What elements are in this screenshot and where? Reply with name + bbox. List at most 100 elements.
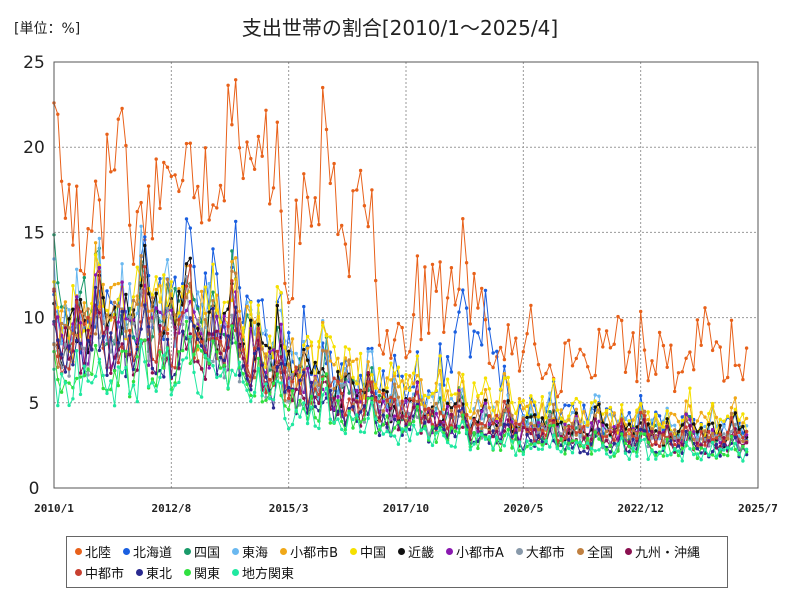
data-point [608,423,613,427]
data-point [457,310,461,314]
data-point [688,350,692,354]
data-point [207,281,211,286]
data-point [582,353,586,357]
data-point [275,285,279,289]
data-point [555,446,560,451]
legend-item: 中都市 [75,562,124,583]
data-point [165,165,170,169]
data-point [377,366,382,371]
data-point [639,438,643,442]
data-point [139,289,143,293]
data-point [612,342,616,346]
data-point [525,439,529,443]
data-point [188,226,192,230]
data-point [271,186,276,190]
data-point [146,384,151,389]
data-point [377,415,382,420]
data-point [271,348,276,352]
data-point [688,418,692,422]
data-point [540,428,544,432]
data-point [135,302,139,306]
data-point [472,271,476,276]
data-point [445,440,450,445]
data-point [449,426,454,430]
data-point [415,405,420,409]
data-point [559,389,563,394]
data-point [324,349,329,353]
data-point [351,381,355,385]
data-point [650,443,654,447]
data-point [305,195,310,199]
data-point [408,439,412,443]
data-point [714,442,719,447]
data-point [340,378,344,383]
data-point [336,409,340,414]
data-point [578,420,582,424]
data-point [377,343,382,347]
data-point [574,431,578,435]
data-point [226,345,230,350]
data-point [404,373,408,377]
data-point [230,123,234,127]
data-point [567,441,571,445]
data-point [604,423,609,427]
data-point [105,326,109,330]
data-point [665,365,669,369]
data-point [275,303,279,308]
data-point [120,371,124,375]
data-point [627,444,631,449]
data-point [680,442,684,447]
data-point [203,377,208,381]
data-point [673,447,677,451]
data-point [184,217,189,221]
data-point [548,410,552,414]
data-point [491,408,495,412]
data-point [419,431,423,435]
data-point [218,320,223,324]
data-point [203,318,208,322]
data-point [480,286,484,291]
data-point [654,429,658,433]
data-point [56,338,60,342]
data-point [695,452,700,456]
data-point [502,429,507,433]
data-point [525,332,529,336]
series-line [53,79,748,398]
data-point [427,420,431,424]
data-point [567,424,571,428]
data-point [302,390,306,395]
data-point [188,361,192,366]
data-point [491,422,495,426]
data-point [472,411,476,415]
data-point [252,346,257,350]
data-point [688,386,692,390]
data-point [245,304,249,309]
data-point [131,336,136,340]
data-point [150,296,155,300]
data-point [631,437,635,441]
data-point [707,422,711,427]
data-point [408,397,412,401]
data-point [529,439,533,443]
data-point [744,447,749,451]
data-point [245,300,249,304]
data-point [650,359,654,363]
legend-marker [515,548,523,555]
data-point [158,375,162,380]
data-point [358,351,363,356]
data-point [321,393,325,397]
data-point [222,314,226,318]
legend-item: 東海 [232,541,268,562]
data-point [249,399,253,403]
data-point [67,367,71,371]
data-point [260,298,264,302]
data-point [120,342,124,346]
data-point [548,391,552,395]
data-point [347,397,351,401]
data-point [442,330,446,334]
data-point [586,420,590,424]
data-point [298,391,302,395]
data-point [78,310,83,314]
data-point [536,434,541,438]
data-point [601,412,605,416]
